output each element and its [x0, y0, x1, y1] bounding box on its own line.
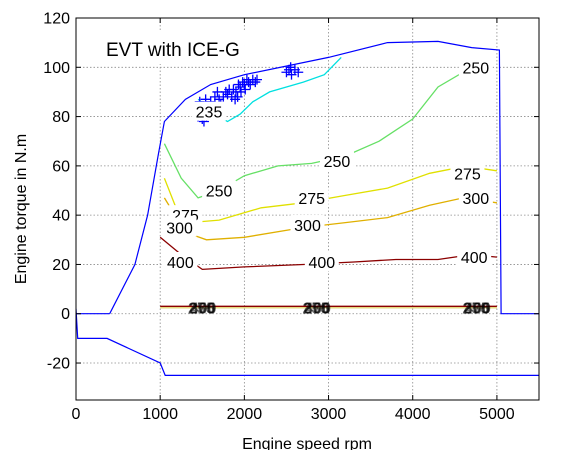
contour-label-275: 275	[454, 166, 481, 183]
operating-point-marker	[285, 62, 296, 73]
contour-label-background	[319, 150, 354, 170]
contour-label-235: 235	[196, 105, 223, 122]
contour-label-400: 400	[308, 255, 335, 272]
operating-point-marker	[218, 91, 229, 102]
operating-point-marker	[230, 94, 241, 105]
contour-label-background	[458, 187, 493, 207]
operating-point-marker	[240, 84, 251, 95]
operating-point-marker	[209, 91, 220, 102]
contour-label-300: 300	[463, 191, 490, 208]
contour-label-background	[163, 251, 198, 271]
stacked-contour-label-275: 275	[189, 300, 216, 317]
stacked-contour-label-275: 275	[303, 300, 330, 317]
max-torque-curve	[109, 40, 539, 315]
stacked-contour-label-300: 300	[189, 300, 216, 317]
y-tick-label: 60	[52, 158, 70, 175]
operating-point-marker	[222, 89, 233, 100]
y-tick-label: 0	[61, 306, 70, 323]
contour-label-300: 300	[166, 220, 193, 237]
x-axis-label: Engine speed rpm	[242, 436, 372, 450]
operating-point-marker	[212, 86, 223, 97]
contour-label-background	[290, 215, 325, 235]
operating-point-marker	[235, 86, 246, 97]
y-tick-label: -20	[47, 356, 70, 373]
contour-label-400: 400	[461, 250, 488, 267]
y-tick-label: 80	[52, 109, 70, 126]
y-tick-label: 40	[52, 208, 70, 225]
contour-label-background	[457, 247, 492, 267]
operating-point-marker	[245, 79, 256, 90]
contour-label-300: 300	[294, 218, 321, 235]
axis-ticks: 0 1000 2000 3000 4000 5000 -20 0 20 40 60 80 100 120	[43, 11, 539, 423]
operating-point-marker	[224, 84, 235, 95]
contour-label-background	[304, 251, 339, 271]
operating-point-marker	[250, 77, 261, 88]
y-tick-label: 120	[43, 11, 70, 28]
contour-label-background	[458, 57, 493, 77]
operating-point-marker	[281, 67, 292, 78]
y-axis-label: Engine torque in N.m	[13, 134, 30, 284]
stacked-contour-label-400: 400	[464, 300, 491, 317]
plot-area-frame	[75, 17, 540, 401]
contour-label-250: 250	[463, 60, 490, 77]
x-tick-label: 5000	[479, 406, 515, 423]
contour-label-background	[294, 187, 329, 207]
x-tick-label: 2000	[227, 406, 263, 423]
contour-label-background	[192, 101, 227, 121]
x-tick-label: 1000	[142, 406, 178, 423]
plot-area-background	[76, 18, 539, 400]
contour-label-275: 275	[298, 191, 325, 208]
operating-point-marker	[251, 74, 262, 85]
operating-point-marker	[235, 82, 246, 93]
stacked-contour-label-250: 250	[462, 300, 489, 317]
stacked-contour-label-250: 250	[303, 300, 330, 317]
stacked-contour-label-300: 300	[464, 300, 491, 317]
contour-line-250	[163, 66, 489, 199]
contour-label-background	[202, 180, 237, 200]
contour-label-background	[162, 217, 197, 237]
stacked-contour-label-275: 275	[463, 300, 490, 317]
stacked-contour-label-250: 250	[188, 300, 215, 317]
x-tick-label: 4000	[395, 406, 431, 423]
contour-label-250: 250	[324, 154, 351, 171]
stacked-contour-label-400: 400	[304, 300, 331, 317]
y-tick-label: 100	[43, 60, 70, 77]
stacked-contour-label-400: 400	[190, 300, 217, 317]
x-tick-label: 0	[72, 406, 81, 423]
contour-label-background	[450, 163, 485, 183]
contour-label-400: 400	[167, 255, 194, 272]
title-background	[100, 30, 285, 64]
stacked-contour-label-300: 300	[304, 300, 331, 317]
operating-point-marker	[293, 67, 304, 78]
x-tick-label: 3000	[311, 406, 347, 423]
chart-title: EVT with ICE-G	[106, 40, 240, 61]
y-tick-label: 20	[52, 257, 70, 274]
min-torque-curve	[76, 308, 539, 376]
contour-label-250: 250	[206, 184, 233, 201]
